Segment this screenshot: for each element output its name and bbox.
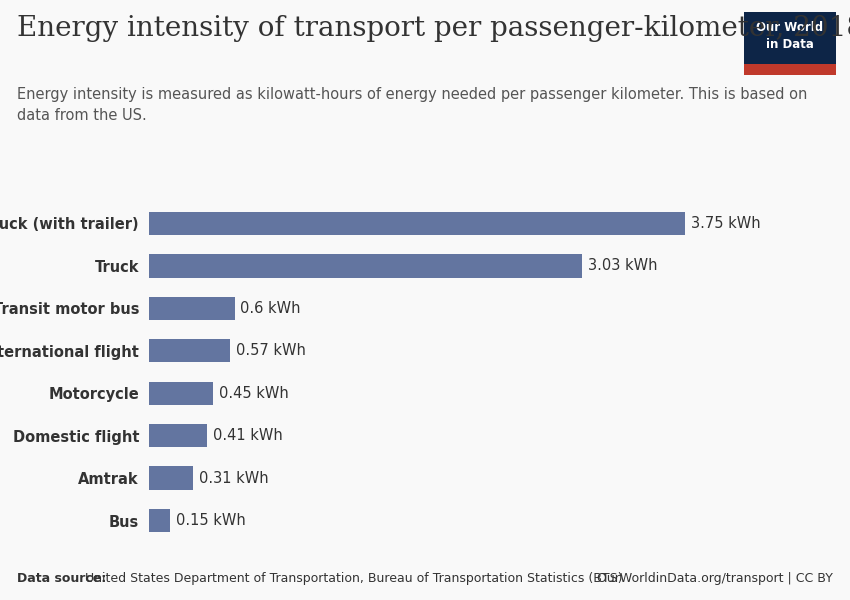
Bar: [149, 339, 230, 362]
Bar: [744, 12, 836, 64]
Text: 0.57 kWh: 0.57 kWh: [236, 343, 306, 358]
Text: 0.6 kWh: 0.6 kWh: [241, 301, 301, 316]
Text: 3.75 kWh: 3.75 kWh: [691, 216, 761, 231]
Text: 0.45 kWh: 0.45 kWh: [218, 386, 289, 401]
Bar: [149, 254, 582, 278]
Text: Energy intensity of transport per passenger-kilometer, 2018: Energy intensity of transport per passen…: [17, 15, 850, 42]
Text: Energy intensity is measured as kilowatt-hours of energy needed per passenger ki: Energy intensity is measured as kilowatt…: [17, 87, 808, 123]
Bar: [149, 296, 235, 320]
Text: 3.03 kWh: 3.03 kWh: [588, 259, 657, 274]
Bar: [149, 212, 685, 235]
Bar: [149, 509, 170, 532]
Text: 0.31 kWh: 0.31 kWh: [199, 470, 269, 485]
Bar: [149, 466, 193, 490]
Text: Our World
in Data: Our World in Data: [756, 21, 823, 51]
Text: Data source:: Data source:: [17, 572, 106, 585]
Text: 0.41 kWh: 0.41 kWh: [213, 428, 283, 443]
Bar: [149, 424, 207, 448]
Text: OurWorldinData.org/transport | CC BY: OurWorldinData.org/transport | CC BY: [597, 572, 833, 585]
Text: United States Department of Transportation, Bureau of Transportation Statistics : United States Department of Transportati…: [81, 572, 622, 585]
Text: 0.15 kWh: 0.15 kWh: [176, 513, 246, 528]
Bar: [744, 64, 836, 75]
Bar: [149, 382, 213, 405]
